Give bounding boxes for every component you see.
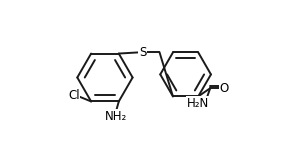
Text: NH₂: NH₂ [105,110,128,123]
Text: O: O [219,82,229,95]
Text: S: S [139,46,146,59]
Text: Cl: Cl [68,89,80,102]
Text: H₂N: H₂N [187,97,209,110]
